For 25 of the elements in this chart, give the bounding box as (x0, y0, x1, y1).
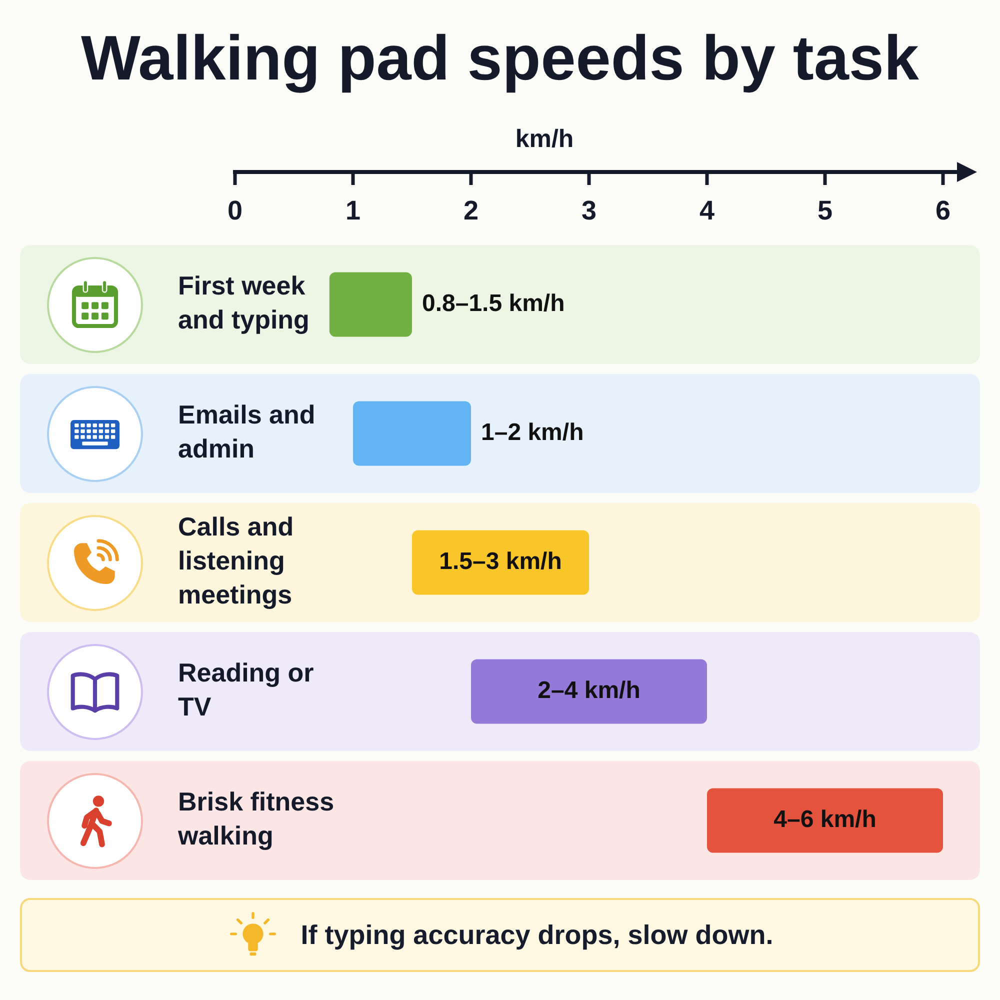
bar (412, 530, 589, 595)
bar (707, 788, 943, 853)
data-label: 1–2 km/h (481, 419, 584, 446)
bar (471, 659, 707, 724)
x-tick-label: 4 (699, 195, 715, 226)
y-tick-label: Brisk fitness walking (177, 786, 334, 851)
x-tick-label: 2 (463, 195, 479, 226)
x-tick-label: 3 (581, 195, 597, 226)
bar (353, 401, 471, 466)
y-tick-label: Emails and admin (178, 400, 316, 464)
x-tick-label: 1 (345, 195, 361, 226)
x-tick-label: 6 (935, 195, 951, 226)
y-tick-label: Reading or TV (178, 658, 314, 722)
data-label: 1.5–3 km/h (439, 548, 562, 576)
x-tick-label: 0 (227, 195, 243, 226)
chart-title: Walking pad speeds by task (81, 23, 920, 94)
data-label: 4–6 km/h (774, 806, 876, 834)
y-tick-label: Calls and listening meetings (178, 512, 294, 610)
data-label: 0.8–1.5 km/h (422, 290, 565, 318)
text: If typing accuracy drops, slow down. (300, 920, 774, 950)
data-label: 2–4 km/h (538, 677, 640, 704)
x-tick-label: 5 (817, 195, 833, 226)
bar (329, 272, 412, 337)
y-tick-label: First week and typing (178, 270, 310, 335)
x-axis-title: km/h (515, 124, 574, 153)
